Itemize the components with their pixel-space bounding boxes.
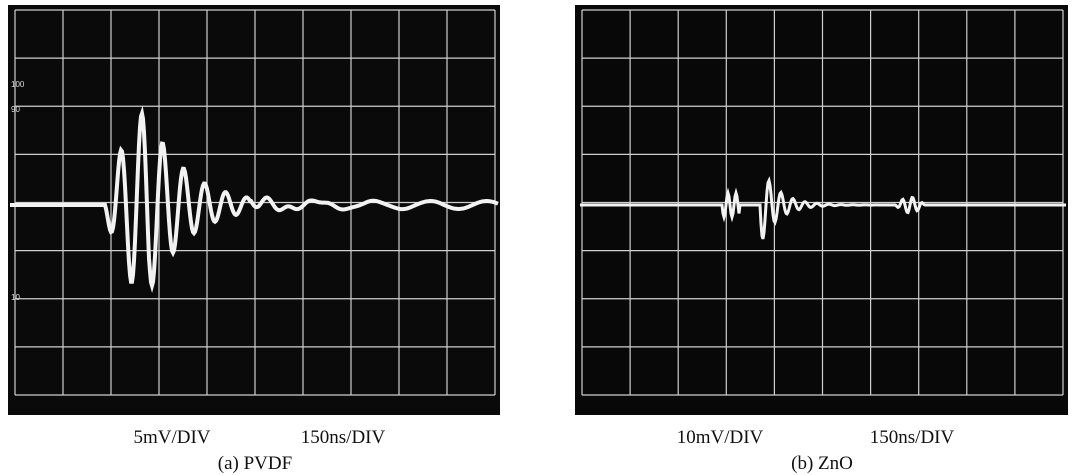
volts-per-div: 10mV/DIV [677,427,764,448]
caption: (b) ZnO [791,453,853,474]
graticule-a [14,9,496,396]
graticule-label: 10 [11,293,20,302]
volts-per-div: 5mV/DIV [133,427,210,448]
graticule-b [581,9,1064,396]
waveform-b [580,176,1066,240]
caption: (a) PVDF [218,453,292,474]
graticule-label: 100 [11,80,25,89]
scope-screen-b [575,5,1068,415]
graticule-label: 90 [11,105,20,114]
scope-screen-a [8,5,500,415]
time-per-div: 150ns/DIV [301,427,386,448]
waveform-a [10,105,499,293]
time-per-div: 150ns/DIV [870,427,955,448]
